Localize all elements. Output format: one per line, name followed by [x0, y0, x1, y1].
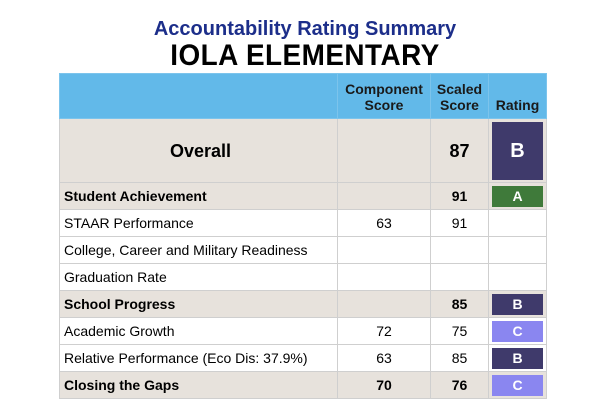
table-row: School Progress 85 B	[59, 290, 547, 318]
row-scaled-score	[430, 236, 489, 264]
row-label: Graduation Rate	[59, 263, 338, 291]
row-label: Overall	[59, 118, 338, 183]
rating-badge: C	[492, 320, 543, 342]
rating-badge: B	[492, 293, 543, 315]
table-row: Academic Growth 72 75 C	[59, 317, 547, 345]
row-label: Student Achievement	[59, 182, 338, 210]
table-row: Graduation Rate	[59, 263, 547, 291]
row-scaled-score: 87	[430, 118, 489, 183]
row-scaled-score: 91	[430, 209, 489, 237]
row-label: College, Career and Military Readiness	[59, 236, 338, 264]
row-component-score	[337, 263, 431, 291]
row-label: Relative Performance (Eco Dis: 37.9%)	[59, 344, 338, 372]
table-row: Overall 87 B	[59, 118, 547, 183]
table-row: STAAR Performance 63 91	[59, 209, 547, 237]
row-component-score: 63	[337, 209, 431, 237]
row-scaled-score: 75	[430, 317, 489, 345]
row-component-score: 63	[337, 344, 431, 372]
table-row: Student Achievement 91 A	[59, 182, 547, 210]
rating-summary-table: Component Score Scaled Score Rating Over…	[59, 73, 547, 399]
header-scaled-score: Scaled Score	[430, 73, 489, 119]
school-name: IOLA ELEMENTARY	[170, 39, 440, 72]
rating-badge: B	[492, 347, 543, 369]
row-scaled-score: 85	[430, 290, 489, 318]
rating-badge: A	[492, 185, 543, 207]
row-label: Academic Growth	[59, 317, 338, 345]
header-rating: Rating	[488, 73, 547, 119]
header-component-score: Component Score	[337, 73, 431, 119]
table-row: Closing the Gaps 70 76 C	[59, 371, 547, 399]
row-component-score	[337, 118, 431, 183]
row-label: Closing the Gaps	[59, 371, 338, 399]
header-blank	[59, 73, 338, 119]
row-scaled-score: 91	[430, 182, 489, 210]
row-scaled-score: 85	[430, 344, 489, 372]
table-row: College, Career and Military Readiness	[59, 236, 547, 264]
row-label: School Progress	[59, 290, 338, 318]
row-label: STAAR Performance	[59, 209, 338, 237]
table-header-row: Component Score Scaled Score Rating	[59, 73, 547, 119]
row-component-score	[337, 182, 431, 210]
row-scaled-score: 76	[430, 371, 489, 399]
row-component-score	[337, 290, 431, 318]
row-component-score: 70	[337, 371, 431, 399]
report-title: Accountability Rating Summary	[153, 18, 457, 40]
row-component-score: 72	[337, 317, 431, 345]
table-body: Overall 87 B Student Achievement 91 A ST…	[59, 118, 547, 399]
rating-badge: C	[492, 374, 543, 396]
row-component-score	[337, 236, 431, 264]
row-scaled-score	[430, 263, 489, 291]
rating-badge: B	[492, 121, 543, 180]
table-row: Relative Performance (Eco Dis: 37.9%) 63…	[59, 344, 547, 372]
